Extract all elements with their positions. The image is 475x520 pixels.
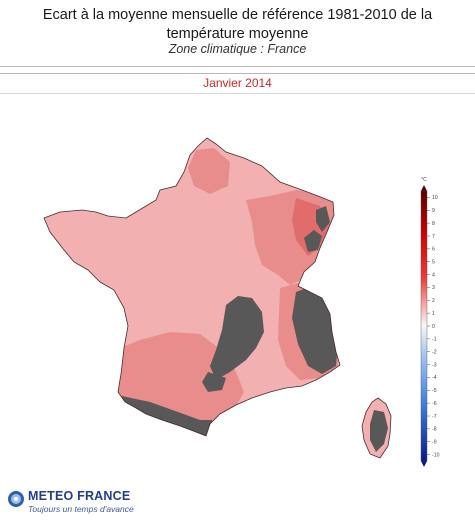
- corsica-border: [361, 397, 392, 459]
- legend-tick-label: 8: [432, 221, 435, 227]
- legend-top-arrow: [421, 185, 427, 191]
- map-anomaly-zone-north: [188, 148, 230, 194]
- legend-tick-label: 7: [432, 234, 435, 240]
- legend-unit-label: °C: [421, 177, 427, 183]
- brand-tagline: Toujours un temps d'avance: [28, 504, 134, 514]
- legend-tick-label: 3: [432, 285, 435, 291]
- map-relief-alps: [292, 286, 338, 374]
- legend-tick-label: -3: [432, 362, 437, 368]
- map-relief-pyrenees: [116, 396, 212, 436]
- map-relief-vosges: [316, 206, 330, 232]
- legend-tick-label: 5: [432, 260, 435, 266]
- map-relief-massif-central-south: [202, 372, 226, 392]
- brand-name: METEO FRANCE: [28, 489, 131, 503]
- period-separator: [0, 93, 475, 94]
- legend-tick-label: -1: [432, 337, 437, 343]
- legend-bottom-arrow: [421, 461, 427, 467]
- legend-tick-label: 0: [432, 324, 435, 330]
- corsica-relief: [370, 410, 388, 452]
- legend-tick-label: -2: [432, 350, 437, 356]
- map-base-fill: [44, 138, 340, 436]
- legend-tick-label: -9: [432, 440, 437, 446]
- page-subtitle: Zone climatique : France: [168, 42, 307, 56]
- legend-tick-label: 6: [432, 247, 435, 253]
- map-relief-massif-central: [210, 296, 264, 380]
- legend-tick-label: -6: [432, 401, 437, 407]
- header-separator: [0, 66, 475, 74]
- map-relief-jura: [304, 230, 322, 252]
- legend-tick-label: -4: [432, 375, 437, 381]
- legend-tick-label: -8: [432, 427, 437, 433]
- legend-tick-label: 10: [432, 195, 438, 201]
- legend-tick-label: 4: [432, 272, 435, 278]
- page-title: Ecart à la moyenne mensuelle de référenc…: [42, 7, 433, 42]
- legend-tick-label: -10: [432, 452, 440, 458]
- legend-tick-label: 1: [432, 311, 435, 317]
- meteo-france-logo-icon: [8, 491, 24, 507]
- legend-tick-label: 9: [432, 208, 435, 214]
- period-label: Janvier 2014: [203, 76, 272, 90]
- legend-color-bar: [420, 190, 428, 462]
- legend-tick-label: 2: [432, 298, 435, 304]
- legend-tick-label: -7: [432, 414, 437, 420]
- france-border: [43, 137, 341, 437]
- anomaly-map: [43, 137, 392, 459]
- legend-tick-label: -5: [432, 388, 437, 394]
- header: Ecart à la moyenne mensuelle de référenc…: [0, 0, 475, 66]
